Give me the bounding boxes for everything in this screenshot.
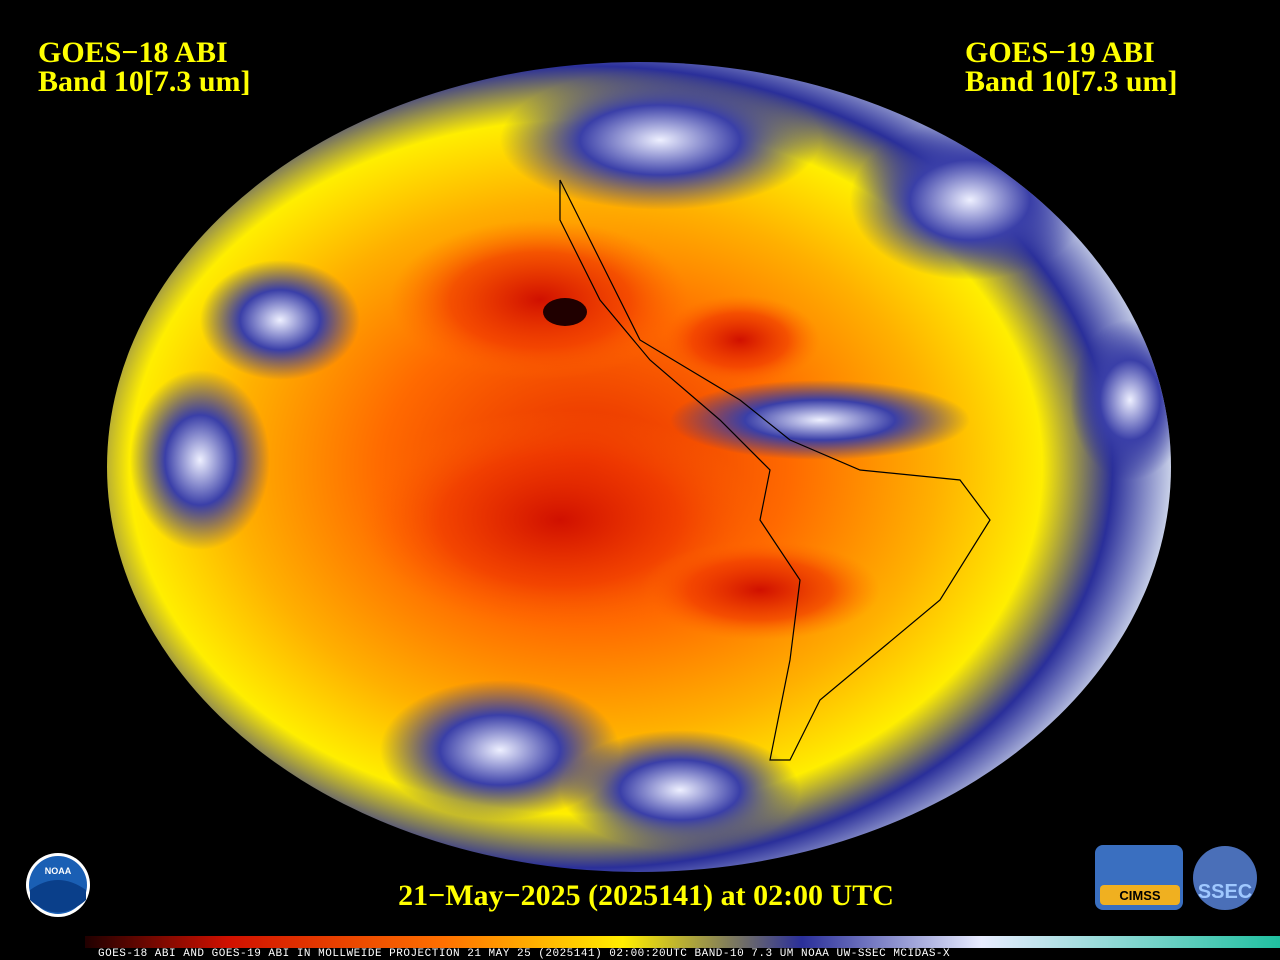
ssec-logo: SSEC (1193, 846, 1257, 910)
timestamp: 21−May−2025 (2025141) at 02:00 UTC (398, 879, 894, 912)
cimss-text: CIMSS (1119, 888, 1161, 903)
left-satellite: GOES−18 ABI (38, 36, 228, 69)
imagery-features (130, 70, 1171, 850)
color-bar (85, 936, 1280, 948)
cimss-logo: CIMSS (1095, 845, 1183, 910)
right-band: Band 10[7.3 um] (965, 65, 1178, 98)
noaa-text: NOAA (45, 866, 72, 876)
footer-caption: GOES-18 ABI AND GOES-19 ABI IN MOLLWEIDE… (98, 948, 950, 960)
noaa-logo: NOAA (26, 853, 90, 917)
ssec-text: SSEC (1198, 881, 1252, 903)
right-satellite: GOES−19 ABI (965, 36, 1155, 69)
left-band: Band 10[7.3 um] (38, 65, 251, 98)
